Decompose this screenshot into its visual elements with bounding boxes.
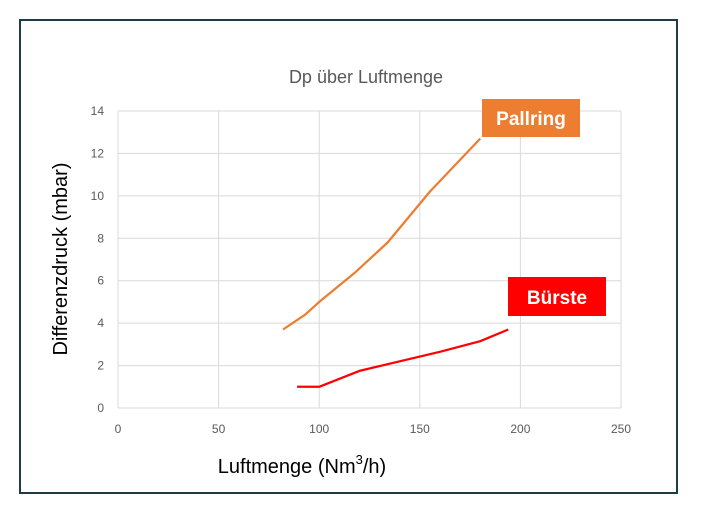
callout-pallring-label: Pallring xyxy=(496,109,566,130)
y-axis-title: Differenzdruck (mbar) xyxy=(50,162,72,355)
x-axis-title-sup: 3 xyxy=(356,452,363,467)
gridlines xyxy=(117,110,622,409)
callout-pallring-bg xyxy=(482,99,580,137)
x-tick-label-50: 50 xyxy=(212,422,226,436)
y-tick-label-2: 2 xyxy=(97,359,104,373)
callout-burste-bg xyxy=(508,277,606,316)
series-line-pallring xyxy=(282,137,482,331)
x-tick-label-150: 150 xyxy=(410,422,430,436)
series-lines xyxy=(282,137,509,388)
x-tick-labels: 0 50 100 150 200 250 xyxy=(115,422,632,436)
x-axis-title-end: /h) xyxy=(363,456,386,478)
x-tick-label-0: 0 xyxy=(115,422,122,436)
series-line-burste xyxy=(297,328,509,388)
y-tick-label-10: 10 xyxy=(91,189,105,203)
y-tick-label-14: 14 xyxy=(91,104,105,118)
chart-title: Dp über Luftmenge xyxy=(289,67,443,87)
callout-burste-label: Bürste xyxy=(527,288,587,309)
x-tick-label-200: 200 xyxy=(510,422,530,436)
callout-pallring: Pallring xyxy=(482,99,580,137)
x-tick-label-250: 250 xyxy=(611,422,631,436)
y-tick-label-4: 4 xyxy=(97,316,104,330)
y-tick-label-12: 12 xyxy=(91,146,105,160)
y-tick-label-0: 0 xyxy=(97,401,104,415)
y-tick-labels: 0 2 4 6 8 10 12 14 xyxy=(91,104,105,415)
y-tick-label-6: 6 xyxy=(97,274,104,288)
y-tick-label-8: 8 xyxy=(97,231,104,245)
x-axis-title: Luftmenge (Nm3/h) xyxy=(218,452,386,478)
chart-frame xyxy=(19,19,678,494)
x-tick-label-100: 100 xyxy=(309,422,329,436)
x-axis-title-main: Luftmenge (Nm xyxy=(218,456,356,478)
callout-burste: Bürste xyxy=(508,277,606,316)
